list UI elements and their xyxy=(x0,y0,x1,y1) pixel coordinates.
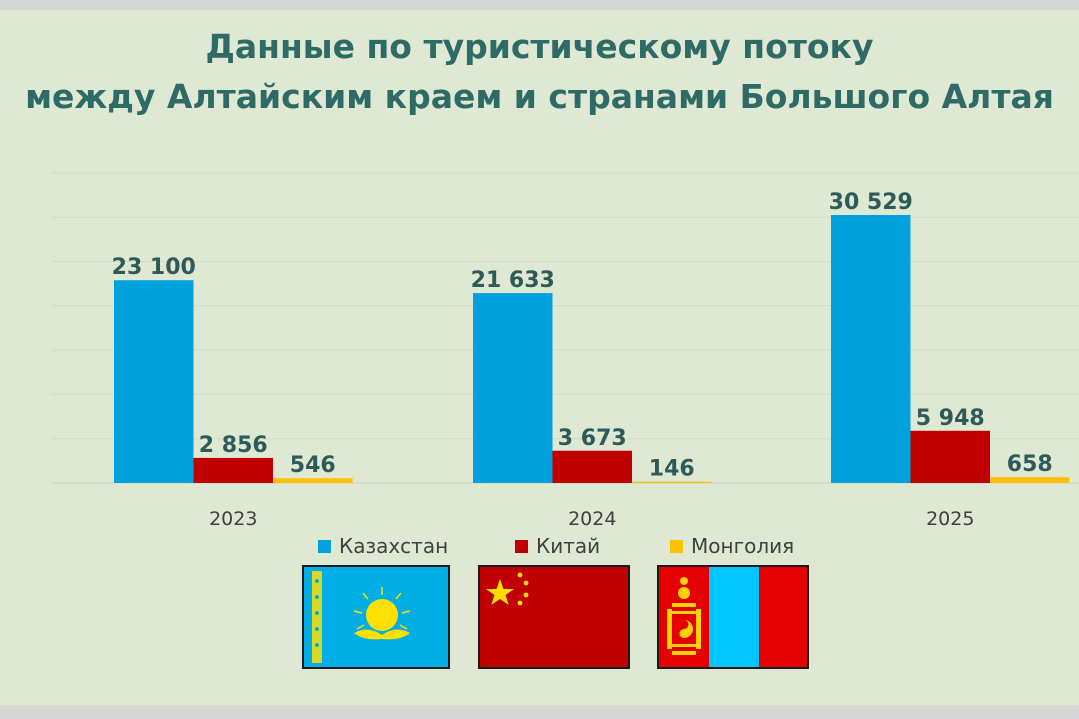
x-tick-label: 2025 xyxy=(926,508,974,530)
data-label: 23 100 xyxy=(112,255,196,280)
data-label: 146 xyxy=(649,457,695,482)
mongolia-flag-icon xyxy=(657,565,809,669)
legend-label-kazakhstan: Казахстан xyxy=(339,534,449,558)
title-line-1: Данные по туристическому потоку xyxy=(205,27,874,66)
kazakhstan-flag-icon xyxy=(302,565,450,669)
bar xyxy=(114,280,194,483)
legend-label-mongolia: Монголия xyxy=(691,534,795,558)
data-label: 658 xyxy=(1007,452,1053,477)
legend-swatch-china xyxy=(515,539,528,553)
bar xyxy=(473,293,553,483)
chart-legend: Казахстан Китай Монголия xyxy=(0,534,1079,564)
bar xyxy=(552,450,632,483)
bar xyxy=(831,215,911,483)
legend-item-mongolia: Монголия xyxy=(670,534,794,558)
bar xyxy=(193,457,273,483)
data-label: 546 xyxy=(290,453,336,478)
legend-swatch-kazakhstan xyxy=(318,539,331,553)
legend-item-china: Китай xyxy=(515,534,600,558)
legend-item-kazakhstan: Казахстан xyxy=(318,534,448,558)
data-label: 5 948 xyxy=(916,406,985,431)
bar xyxy=(632,481,712,483)
bar xyxy=(990,477,1070,483)
bar-chart: 23 100 21 633 30 529 2 856 3 673 5 948 546 146 6… xyxy=(52,172,1079,530)
bar xyxy=(910,430,990,483)
legend-swatch-mongolia xyxy=(670,539,683,553)
data-label: 3 673 xyxy=(558,426,627,451)
title-line-2: между Алтайским краем и странами Большог… xyxy=(25,77,1054,116)
china-flag-icon xyxy=(478,565,630,669)
legend-label-china: Китай xyxy=(536,534,601,558)
data-label: 2 856 xyxy=(199,433,268,458)
bar xyxy=(273,478,353,483)
data-label: 30 529 xyxy=(829,190,913,215)
chart-title: Данные по туристическому потоку между Ал… xyxy=(0,22,1079,122)
x-tick-label: 2024 xyxy=(568,508,616,530)
data-label: 21 633 xyxy=(471,268,555,293)
x-tick-label: 2023 xyxy=(209,508,257,530)
